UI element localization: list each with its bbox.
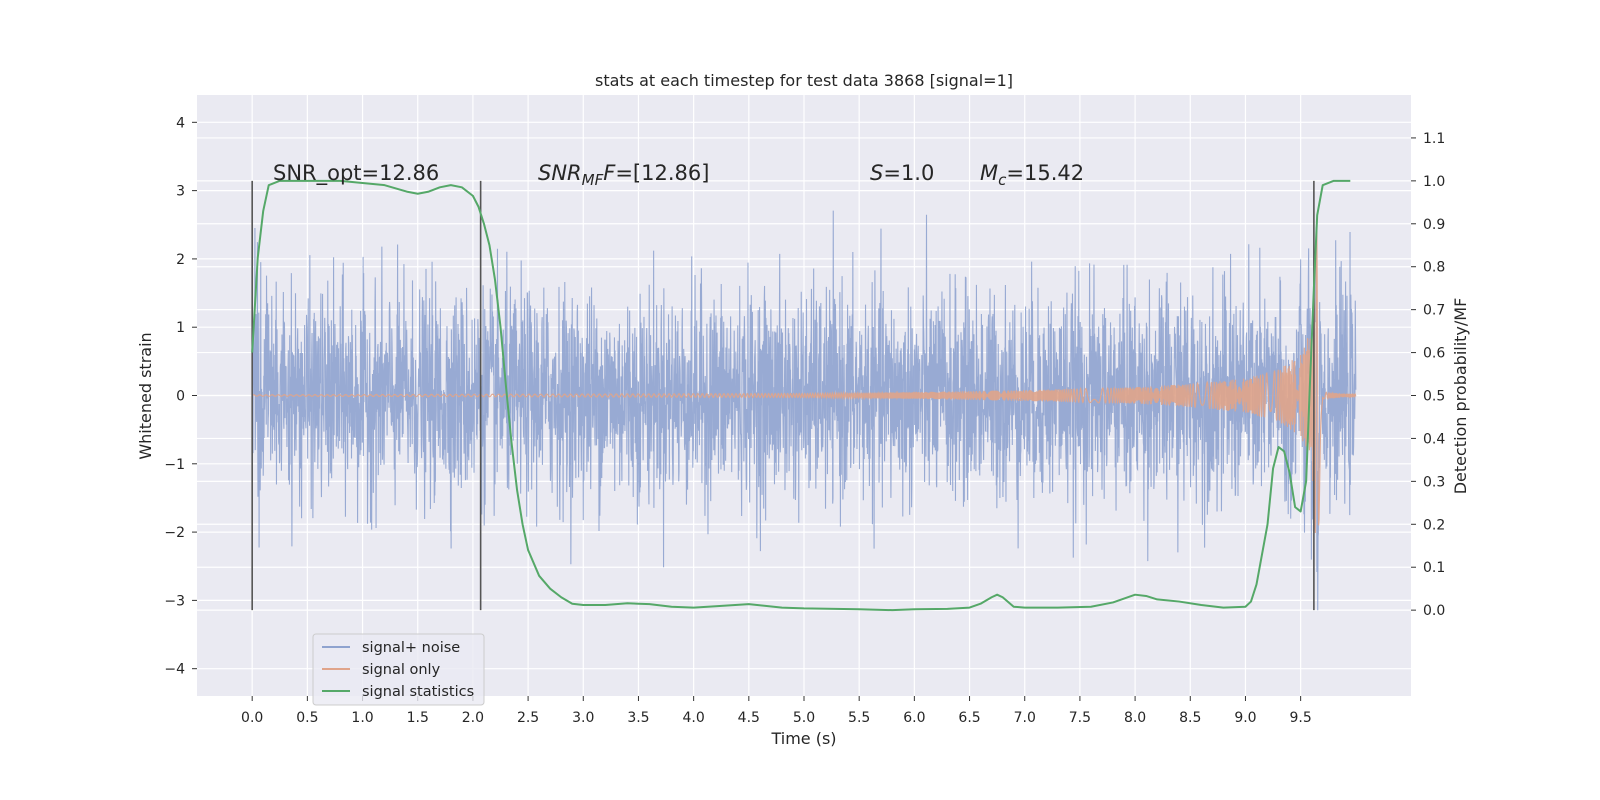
legend-box — [312, 633, 485, 706]
line-signal-statistics — [251, 179, 1351, 612]
x-tick-label: 0.5 — [296, 710, 318, 726]
annotation-s: S=1.0 — [870, 161, 934, 185]
x-tick-label: 9.5 — [1290, 710, 1312, 726]
annotation-snr-mf-base: SNR — [538, 161, 582, 185]
line-signal-only — [251, 223, 1357, 533]
x-tick-label: 7.5 — [1069, 710, 1091, 726]
y-right-tick-label: 1.0 — [1423, 174, 1445, 190]
x-tick-label: 6.5 — [958, 710, 980, 726]
x-tick-label: 7.0 — [1014, 710, 1036, 726]
x-axis-label: Time (s) — [770, 729, 836, 748]
y-right-tick-label: 0.7 — [1423, 303, 1445, 319]
x-tick-label: 9.0 — [1234, 710, 1256, 726]
y-left-tick-label: −4 — [164, 662, 185, 678]
series-signal-statistics — [251, 179, 1351, 612]
x-tick-label: 8.0 — [1124, 710, 1146, 726]
y-right-axis-ticks: 0.0 0.1 0.2 0.3 0.4 0.5 0.6 0.7 0.8 0.9 1.0 1.1 — [1411, 131, 1445, 619]
y-left-axis-label: Whitened strain — [136, 332, 155, 459]
chart-title: stats at each timestep for test data 386… — [595, 71, 1013, 90]
annotation-snr-mf-value: =[12.86] — [615, 161, 709, 185]
annotation-mc-base: M — [980, 161, 998, 185]
annotation-snr-opt: SNR_opt=12.86 — [273, 161, 439, 186]
annotation-s-value: =1.0 — [883, 161, 934, 185]
y-right-tick-label: 0.1 — [1423, 560, 1445, 576]
legend: signal+ noise signal only signal statist… — [312, 633, 485, 706]
y-left-tick-label: −1 — [164, 457, 185, 473]
y-right-tick-label: 0.3 — [1423, 474, 1445, 490]
x-tick-label: 4.0 — [683, 710, 705, 726]
y-left-tick-label: 3 — [176, 184, 185, 200]
series-signal-noise — [251, 210, 1357, 611]
y-left-tick-label: 1 — [176, 320, 185, 336]
x-tick-label: 8.5 — [1179, 710, 1201, 726]
y-right-tick-label: 0.9 — [1423, 217, 1445, 233]
annotation-mc-sub: c — [998, 171, 1007, 189]
x-axis-ticks: 0.0 0.5 1.0 1.5 2.0 2.5 3.0 3.5 4.0 4.5 5.0 5.5 6.0 6… — [241, 696, 1312, 726]
x-tick-label: 3.0 — [572, 710, 594, 726]
y-left-tick-label: −2 — [164, 525, 185, 541]
x-tick-label: 5.5 — [848, 710, 870, 726]
y-right-tick-label: 0.4 — [1423, 431, 1445, 447]
line-signal-noise — [251, 210, 1357, 611]
x-tick-label: 6.0 — [903, 710, 925, 726]
annotation-snr-mf-sub: MF — [582, 171, 604, 189]
x-tick-label: 5.0 — [793, 710, 815, 726]
x-tick-label: 1.5 — [407, 710, 429, 726]
y-left-tick-label: 2 — [176, 252, 185, 268]
y-right-tick-label: 1.1 — [1423, 131, 1445, 147]
annotation-snr-mf: SNRMFF=[12.86] — [538, 161, 709, 189]
y-right-axis-label: Detection probability/MF — [1451, 298, 1470, 495]
annotation-s-var: S — [870, 161, 883, 185]
x-tick-label: 4.5 — [738, 710, 760, 726]
y-left-tick-label: −3 — [164, 593, 185, 609]
y-left-tick-label: 4 — [176, 115, 185, 131]
x-tick-label: 2.5 — [517, 710, 539, 726]
annotation-mc: Mc=15.42 — [980, 161, 1084, 189]
y-right-tick-label: 0.5 — [1423, 389, 1445, 405]
legend-label-signal-noise: signal+ noise — [362, 640, 460, 656]
series-signal-only — [251, 223, 1357, 533]
annotation-mc-value: =15.42 — [1006, 161, 1084, 185]
y-left-axis-ticks: −4 −3 −2 −1 0 1 2 3 4 — [164, 115, 197, 678]
legend-label-signal-statistics: signal statistics — [362, 684, 474, 700]
y-left-tick-label: 0 — [176, 389, 185, 405]
annotation-snr-mf-f: F — [603, 161, 616, 185]
vertical-markers — [251, 180, 1315, 611]
x-tick-label: 2.0 — [462, 710, 484, 726]
x-tick-label: 3.5 — [627, 710, 649, 726]
y-right-tick-label: 0.0 — [1423, 603, 1445, 619]
y-right-tick-label: 0.2 — [1423, 517, 1445, 533]
x-tick-label: 0.0 — [241, 710, 263, 726]
legend-label-signal-only: signal only — [362, 662, 441, 678]
y-right-tick-label: 0.8 — [1423, 260, 1445, 276]
x-tick-label: 1.0 — [351, 710, 373, 726]
y-right-tick-label: 0.6 — [1423, 346, 1445, 362]
